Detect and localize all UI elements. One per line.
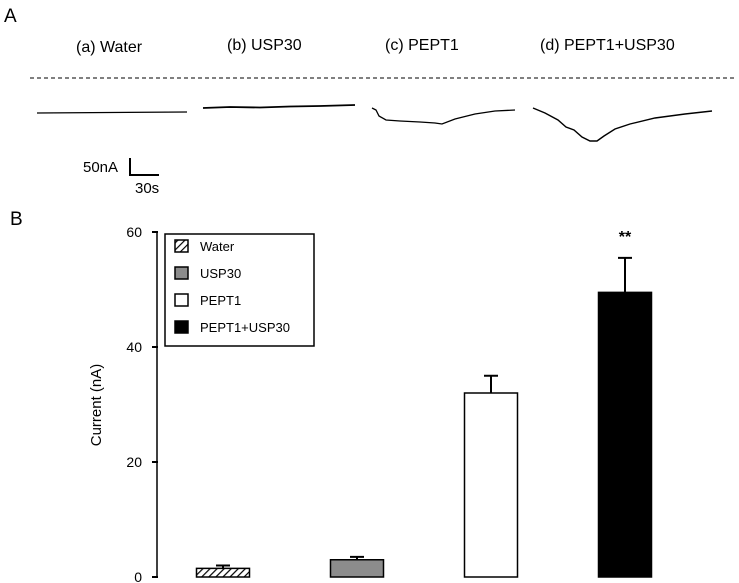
- trace-water: [36, 111, 188, 114]
- legend-box: [164, 233, 315, 347]
- bar-pept1: [463, 392, 519, 578]
- bar-pept1-usp30: [597, 291, 653, 578]
- legend-label-pept1-usp30: PEPT1+USP30: [200, 320, 290, 335]
- scale-bar-time-label: 30s: [135, 180, 159, 197]
- trace-label-pept1: (c) PEPT1: [385, 37, 459, 54]
- panel-b-label: B: [10, 209, 23, 230]
- legend-swatch-water: [174, 239, 189, 253]
- legend-label-usp30: USP30: [200, 266, 241, 281]
- legend-swatch-usp30: [174, 266, 189, 280]
- bar-chart: Current (nA) 0 20 40 60 ** Water USP30 PEPT1 P…: [88, 224, 653, 583]
- bar-water: [195, 567, 251, 578]
- scale-bar-current-label: 50nA: [83, 159, 118, 176]
- y-tick-label-60: 60: [126, 224, 142, 240]
- y-tick-label-0: 0: [134, 569, 142, 583]
- y-axis: 0 20 40 60: [126, 224, 158, 583]
- bars: [195, 256, 653, 578]
- trace-label-pept1-usp30: (d) PEPT1+USP30: [540, 37, 675, 54]
- trace-usp30: [202, 104, 356, 109]
- legend-label-pept1: PEPT1: [200, 293, 241, 308]
- trace-pept1: [371, 107, 516, 125]
- legend: Water USP30 PEPT1 PEPT1+USP30: [164, 233, 315, 347]
- trace-label-usp30: (b) USP30: [227, 37, 302, 54]
- legend-swatch-pept1-usp30: [174, 320, 189, 334]
- y-axis-label: Current (nA): [88, 364, 105, 447]
- trace-label-water: (a) Water: [76, 39, 143, 56]
- y-tick-label-20: 20: [126, 454, 142, 470]
- trace-pept1-usp30: [532, 107, 713, 142]
- scale-bar: 50nA 30s: [83, 158, 159, 197]
- bar-usp30: [329, 559, 385, 578]
- legend-swatch-pept1: [174, 293, 189, 307]
- panel-a-label: A: [4, 6, 17, 27]
- annotations: **: [619, 229, 632, 246]
- y-tick-label-40: 40: [126, 339, 142, 355]
- legend-label-water: Water: [200, 239, 235, 254]
- significance-pept1-usp30: **: [619, 229, 632, 246]
